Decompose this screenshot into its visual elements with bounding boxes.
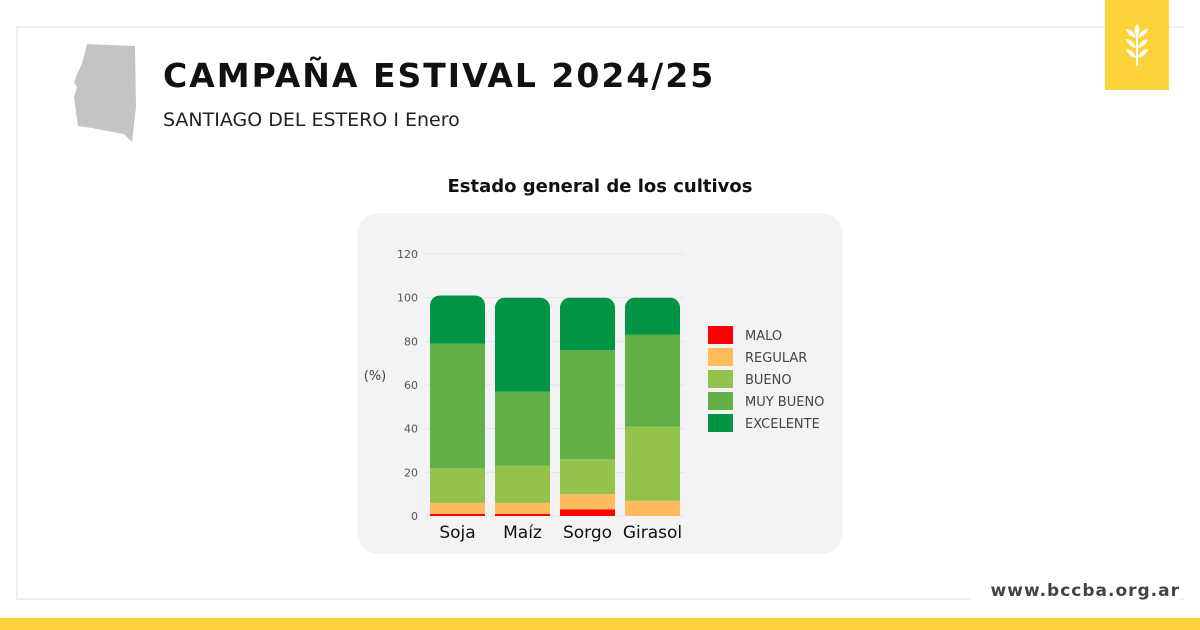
- y-tick-label: 100: [397, 292, 418, 305]
- bar-segment-regular: [560, 494, 615, 510]
- y-axis-label: (%): [364, 369, 387, 384]
- bar-segment-excelente: [625, 297, 680, 335]
- bar-group: [495, 297, 550, 516]
- legend-swatch: [708, 348, 733, 366]
- bar-group: [560, 297, 615, 516]
- bar-segment-malo: [430, 513, 485, 516]
- bar-segment-bueno: [625, 426, 680, 501]
- legend-label: REGULAR: [745, 351, 807, 366]
- bar-segment-muy-bueno: [560, 350, 615, 460]
- bar-base-mask: [560, 516, 615, 530]
- bar-segment-bueno: [495, 465, 550, 503]
- y-tick-label: 120: [397, 248, 418, 261]
- wheat-icon: [1126, 24, 1148, 66]
- footer-url[interactable]: www.bccba.org.ar: [970, 581, 1180, 601]
- x-tick-label: Sorgo: [563, 523, 612, 543]
- y-tick-label: 40: [404, 423, 418, 436]
- legend-label: BUENO: [745, 373, 792, 388]
- chart-title: Estado general de los cultivos: [447, 176, 753, 197]
- legend-label: MALO: [745, 329, 782, 344]
- bar-segment-muy-bueno: [495, 391, 550, 466]
- bar-segment-regular: [495, 502, 550, 514]
- bar-segment-regular: [625, 500, 680, 516]
- bottom-bar: [0, 618, 1200, 630]
- page-title: CAMPAÑA ESTIVAL 2024/25: [163, 56, 716, 95]
- bar-segment-excelente: [430, 295, 485, 344]
- card-frame: [16, 26, 1184, 600]
- bar-segment-malo: [495, 513, 550, 516]
- x-tick-label: Girasol: [623, 523, 682, 543]
- y-tick-label: 20: [404, 466, 418, 479]
- legend-label: MUY BUENO: [745, 395, 824, 410]
- bar-segment-regular: [430, 502, 485, 514]
- bar-base-mask: [495, 516, 550, 530]
- bar-group: [625, 297, 680, 516]
- legend-swatch: [708, 414, 733, 432]
- page-subtitle: SANTIAGO DEL ESTERO I Enero: [163, 109, 460, 131]
- y-tick-label: 80: [404, 335, 418, 348]
- bar-segment-bueno: [430, 467, 485, 503]
- y-tick-label: 0: [411, 510, 418, 523]
- x-tick-label: Soja: [439, 523, 475, 543]
- bar-segment-malo: [560, 509, 615, 516]
- x-tick-label: Maíz: [503, 523, 542, 543]
- legend-swatch: [708, 326, 733, 344]
- brand-badge: [1105, 0, 1169, 90]
- bar-segment-excelente: [560, 297, 615, 351]
- province-map-icon: [74, 44, 136, 142]
- bar-segment-excelente: [495, 297, 550, 392]
- bar-segment-muy-bueno: [625, 334, 680, 427]
- bar-segment-muy-bueno: [430, 343, 485, 468]
- bar-group: [430, 295, 485, 516]
- bar-base-mask: [625, 516, 680, 530]
- legend-swatch: [708, 392, 733, 410]
- legend-label: EXCELENTE: [745, 417, 820, 432]
- legend-swatch: [708, 370, 733, 388]
- bar-base-mask: [430, 516, 485, 530]
- y-tick-label: 60: [404, 379, 418, 392]
- bar-segment-bueno: [560, 459, 615, 495]
